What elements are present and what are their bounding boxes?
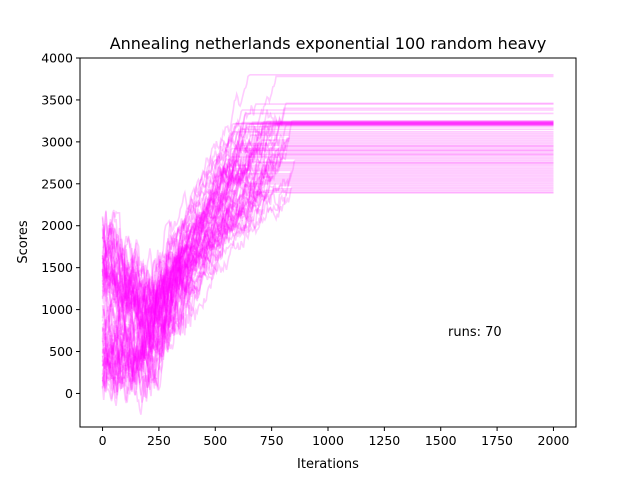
ticks-layer: 0 250 500 750 1000 1250 1500 1750 2000 0 500 1000 15…: [41, 51, 569, 449]
y-tick-label: 1500: [41, 260, 73, 275]
run-line-54: [101, 184, 554, 342]
run-line-6: [101, 109, 554, 340]
run-line-41: [101, 162, 554, 319]
run-line-70: [101, 153, 554, 368]
run-line-26: [101, 139, 554, 343]
run-line-11: [101, 121, 554, 351]
x-tick-label: 1500: [425, 433, 457, 448]
x-tick-label: 1000: [312, 433, 344, 448]
y-tick-label: 2500: [41, 176, 73, 191]
run-line-8: [101, 120, 554, 415]
run-line-51: [101, 179, 554, 351]
run-line-18: [101, 124, 554, 352]
run-line-68: [101, 145, 554, 350]
y-tick-label: 3000: [41, 134, 73, 149]
run-line-52: [101, 181, 554, 329]
run-line-66: [102, 123, 554, 356]
run-line-34: [101, 152, 554, 388]
x-axis-label: Iterations: [297, 457, 359, 472]
run-line-46: [101, 171, 554, 353]
run-line-50: [101, 178, 554, 397]
run-line-28: [101, 142, 554, 377]
run-line-48: [101, 174, 554, 346]
run-line-27: [101, 141, 554, 366]
run-line-4: [102, 103, 554, 327]
run-line-15: [101, 123, 554, 327]
y-tick-label: 2000: [41, 218, 73, 233]
run-line-45: [101, 169, 554, 402]
run-line-61: [102, 121, 554, 328]
run-line-36: [101, 156, 554, 331]
x-tick-label: 250: [147, 433, 171, 448]
run-line-23: [101, 134, 554, 310]
run-line-33: [102, 151, 554, 403]
y-tick-label: 1000: [41, 302, 73, 317]
run-line-59: [101, 192, 554, 330]
series-layer: [101, 74, 554, 415]
run-line-5: [101, 107, 554, 326]
runs-annotation: runs: 70: [448, 325, 502, 340]
y-tick-label: 0: [65, 386, 73, 401]
y-tick-label: 4000: [41, 51, 73, 66]
run-line-63: [101, 120, 554, 305]
run-line-22: [101, 132, 554, 341]
run-line-32: [101, 149, 554, 361]
run-line-43: [101, 166, 554, 377]
run-line-42: [101, 164, 554, 406]
run-line-53: [101, 182, 554, 328]
run-line-64: [101, 123, 554, 361]
run-line-25: [101, 137, 554, 378]
x-tick-label: 1750: [481, 433, 513, 448]
run-line-62: [101, 122, 554, 399]
x-tick-label: 750: [260, 433, 284, 448]
run-line-30: [102, 146, 554, 365]
run-line-60: [101, 121, 554, 400]
y-tick-label: 3500: [41, 92, 73, 107]
x-tick-label: 2000: [538, 433, 570, 448]
run-line-14: [101, 122, 554, 381]
run-line-47: [101, 172, 554, 346]
run-line-7: [101, 112, 554, 300]
run-line-20: [101, 128, 554, 396]
run-line-12: [101, 121, 554, 402]
run-line-56: [102, 188, 554, 331]
run-line-24: [101, 136, 554, 377]
run-line-29: [101, 144, 554, 393]
run-line-40: [101, 162, 554, 323]
run-line-19: [102, 124, 554, 342]
chart-title: Annealing netherlands exponential 100 ra…: [110, 34, 547, 53]
x-tick-label: 1250: [368, 433, 400, 448]
plot-frame: [79, 57, 577, 428]
x-tick-label: 0: [99, 433, 107, 448]
run-line-65: [101, 123, 554, 329]
run-line-17: [101, 123, 554, 329]
run-line-13: [101, 122, 554, 349]
run-line-2: [101, 75, 554, 393]
y-axis-label: Scores: [16, 220, 31, 263]
run-line-49: [102, 176, 554, 368]
run-line-35: [101, 154, 554, 359]
run-line-44: [101, 167, 554, 315]
x-tick-label: 500: [203, 433, 227, 448]
run-line-3: [101, 102, 554, 318]
run-line-9: [101, 120, 554, 397]
run-line-39: [101, 160, 554, 314]
run-line-67: [101, 124, 554, 394]
run-line-69: [102, 149, 554, 390]
y-tick-label: 500: [49, 344, 73, 359]
run-line-31: [101, 147, 554, 368]
run-line-55: [101, 186, 554, 393]
run-line-38: [101, 159, 554, 404]
run-line-37: [101, 157, 554, 319]
run-line-1: [101, 74, 554, 322]
run-line-16: [101, 123, 554, 378]
run-line-58: [101, 191, 554, 332]
run-line-21: [101, 131, 554, 302]
run-line-10: [101, 120, 554, 317]
run-line-57: [101, 189, 554, 322]
